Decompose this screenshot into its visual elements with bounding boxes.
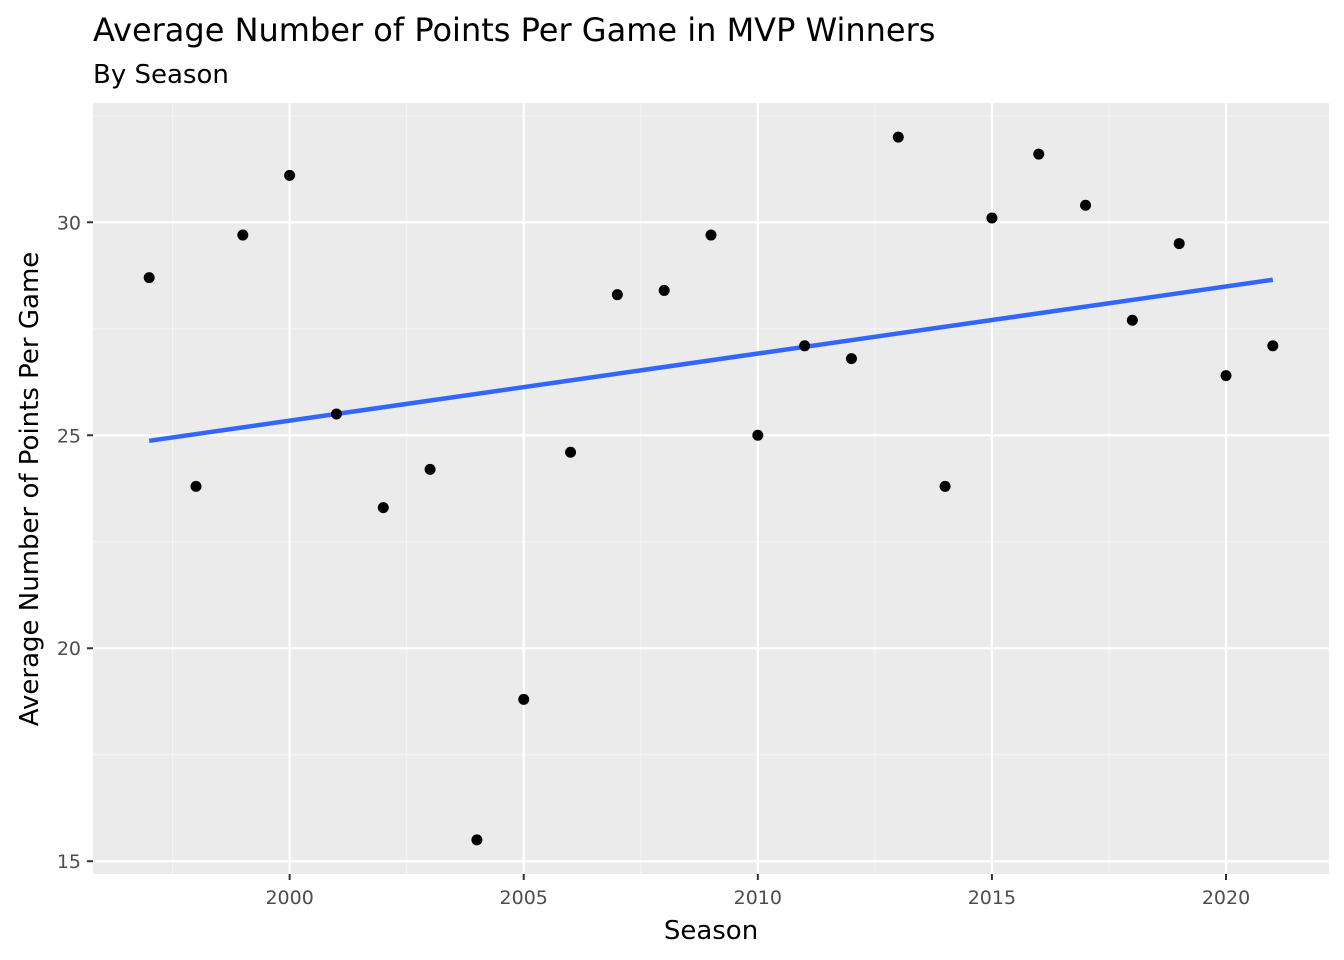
y-axis-title: Average Number of Points Per Game: [15, 252, 45, 727]
data-point: [284, 169, 296, 181]
data-point: [892, 131, 904, 143]
data-point: [377, 502, 389, 514]
chart-subtitle: By Season: [93, 60, 229, 90]
data-point: [986, 212, 998, 224]
grid-major: [93, 103, 1329, 874]
data-point: [190, 480, 202, 492]
data-point: [518, 693, 530, 705]
data-point: [752, 429, 764, 441]
data-point: [611, 289, 623, 301]
data-point: [1220, 370, 1232, 382]
data-point: [237, 229, 249, 241]
data-point: [565, 446, 577, 458]
y-tick-label: 25: [57, 425, 81, 447]
data-point: [1080, 199, 1092, 211]
data-point: [939, 480, 951, 492]
chart-title: Average Number of Points Per Game in MVP…: [93, 11, 935, 49]
y-tick-label: 20: [57, 638, 81, 660]
data-point: [1173, 238, 1185, 250]
y-tick-label: 30: [57, 212, 81, 234]
x-tick-label: 2010: [734, 887, 782, 909]
x-tick-label: 2005: [500, 887, 548, 909]
data-point: [330, 408, 342, 420]
data-point: [845, 353, 857, 365]
grid-minor: [93, 103, 1329, 874]
x-axis-title: Season: [664, 916, 758, 946]
data-point: [799, 340, 811, 352]
x-tick-label: 2020: [1202, 887, 1250, 909]
data-point: [1033, 148, 1045, 160]
x-tick-label: 2015: [968, 887, 1016, 909]
data-point: [1126, 314, 1138, 326]
data-point: [471, 834, 483, 846]
x-axis-ticks: 2000 2005 2010 2015 2020: [265, 874, 1250, 909]
plot-panel: [93, 103, 1329, 874]
points-layer: [143, 131, 1279, 846]
data-point: [143, 272, 155, 284]
x-tick-label: 2000: [265, 887, 313, 909]
data-point: [424, 463, 436, 475]
y-axis-ticks: 15 20 25 30: [57, 212, 93, 873]
data-point: [705, 229, 717, 241]
data-point: [1267, 340, 1279, 352]
data-point: [658, 284, 670, 296]
y-tick-label: 15: [57, 851, 81, 873]
